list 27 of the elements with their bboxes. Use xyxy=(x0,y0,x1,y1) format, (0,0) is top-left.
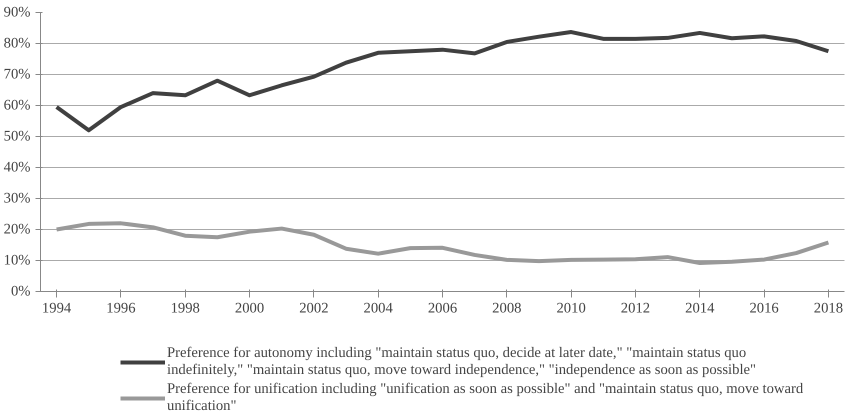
legend-label: Preference for unification including "unification as soon as possible" and "maintain status quo, move toward unification" xyxy=(167,381,804,415)
line-series xyxy=(54,221,830,265)
x-tick-label: 2018 xyxy=(814,300,844,316)
x-tick-label: 2016 xyxy=(749,300,779,316)
x-tick-label: 1998 xyxy=(170,300,200,316)
x-tick-label: 1996 xyxy=(106,300,136,316)
line-series xyxy=(54,30,830,132)
legend-label: Preference for autonomy including "maintain status quo, decide at later date," "maintain status quo indefinitely," "maintain status quo, move toward independence," "independence as soon as possible" xyxy=(167,345,756,379)
x-tick-label: 2002 xyxy=(299,300,329,316)
x-tick-label: 2012 xyxy=(620,300,650,316)
y-tick-label: 70% xyxy=(4,66,31,82)
y-tick-label: 10% xyxy=(4,252,31,268)
y-tick-label: 50% xyxy=(4,128,31,144)
y-tick-label: 30% xyxy=(4,190,31,206)
x-tick-label: 2014 xyxy=(685,300,716,316)
x-tick-label: 2010 xyxy=(556,300,586,316)
y-tick-label: 60% xyxy=(4,98,31,114)
x-tick-label: 1994 xyxy=(42,300,72,316)
x-tick-label: 2008 xyxy=(492,300,522,316)
y-tick-label: 40% xyxy=(4,160,31,176)
y-tick-label: 90% xyxy=(4,4,31,20)
y-tick-label: 80% xyxy=(4,36,31,52)
y-tick-label: 20% xyxy=(4,222,31,238)
y-tick-label: 0% xyxy=(10,284,31,300)
x-tick-label: 2000 xyxy=(234,300,264,316)
x-tick-label: 2004 xyxy=(364,300,394,316)
x-tick-label: 2006 xyxy=(428,300,458,316)
